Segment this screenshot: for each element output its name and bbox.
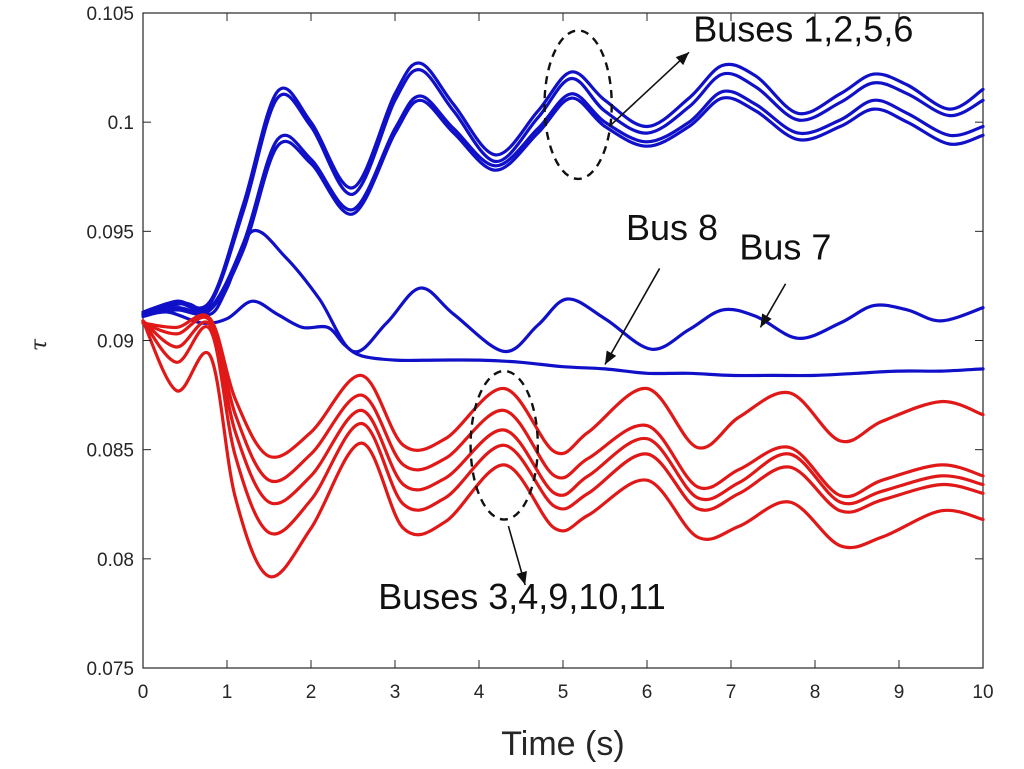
annotation-label: Buses 1,2,5,6 — [693, 8, 913, 49]
x-tick-label: 9 — [894, 682, 905, 703]
x-tick-label: 10 — [972, 682, 993, 703]
annotation-arrowhead — [605, 350, 617, 365]
annotation-label: Buses 3,4,9,10,11 — [378, 576, 666, 617]
series-line-7 — [141, 313, 985, 459]
y-tick-label: 0.075 — [86, 659, 134, 680]
plot-area — [142, 12, 984, 669]
x-tick-label: 6 — [642, 682, 653, 703]
y-tick-label: 0.095 — [86, 222, 134, 243]
series-line-10 — [141, 319, 985, 536]
x-tick-label: 3 — [390, 682, 401, 703]
series-line-2 — [141, 68, 985, 316]
x-tick-label: 1 — [222, 682, 233, 703]
y-tick-label: 0.085 — [86, 441, 134, 462]
series-line-8 — [141, 315, 985, 499]
series-line-3 — [141, 89, 985, 316]
series-line-1 — [141, 61, 985, 314]
series-line-11 — [141, 319, 985, 579]
x-tick-label: 2 — [306, 682, 317, 703]
x-tick-label: 0 — [138, 682, 149, 703]
series-line-6 — [141, 299, 985, 378]
y-tick-label: 0.09 — [97, 332, 134, 353]
x-axis-title: Time (s) — [501, 725, 624, 763]
series-line-4 — [141, 96, 985, 316]
annotation-arrow — [608, 51, 690, 128]
tick-layer: 0 1 2 3 4 5 6 7 8 9 10 0.075 0.08 0.085 0.09 0.095 0.1 0.… — [86, 4, 993, 703]
annotation-arrowhead — [675, 52, 689, 66]
annotation-layer: Buses 1,2,5,6 Bus 8 Bus 7 Buses 3,4,9,10,11 — [378, 8, 913, 617]
annotation-arrowhead — [516, 571, 527, 586]
series-line-9 — [141, 319, 985, 506]
y-tick-label: 0.1 — [108, 113, 134, 134]
x-tick-label: 5 — [558, 682, 569, 703]
annotation-arrow — [604, 268, 661, 365]
annotation-label: Bus 8 — [626, 207, 718, 248]
series-line-5 — [141, 228, 985, 354]
annotation-ellipse — [469, 369, 540, 521]
x-tick-label: 4 — [474, 682, 485, 703]
y-tick-label: 0.105 — [86, 4, 134, 25]
y-axis-title: τ — [27, 338, 52, 351]
x-tick-label: 8 — [810, 682, 821, 703]
series-layer — [141, 61, 985, 579]
annotation-ellipse — [543, 29, 613, 181]
annotation-arrowhead — [760, 313, 772, 328]
y-tick-label: 0.08 — [97, 550, 134, 571]
x-tick-label: 7 — [726, 682, 737, 703]
annotation-label: Bus 7 — [739, 227, 831, 268]
